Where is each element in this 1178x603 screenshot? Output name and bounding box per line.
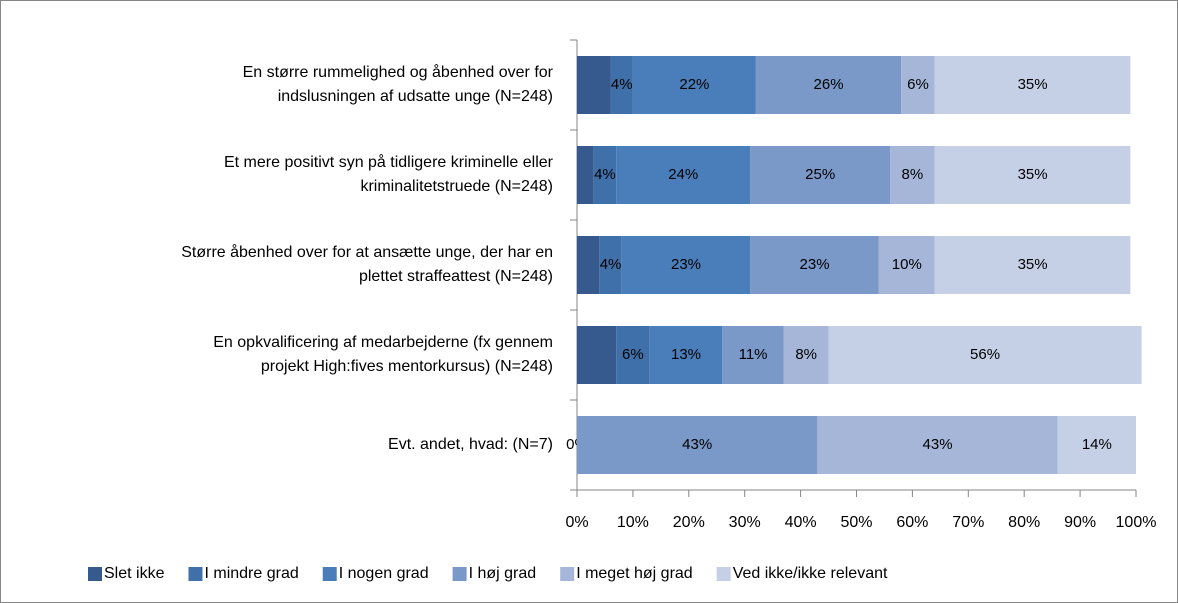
- x-tick-label: 60%: [896, 514, 928, 531]
- data-label: 10%: [892, 256, 922, 273]
- x-tick-label: 30%: [729, 514, 761, 531]
- category-label: Et mere positivt syn på tidligere krimin…: [224, 153, 554, 171]
- legend-label: Slet ikke: [104, 565, 165, 582]
- bar-segment: [783, 326, 829, 384]
- data-label: 11%: [739, 346, 768, 363]
- x-tick-label: 80%: [1008, 514, 1040, 531]
- legend-swatch: [452, 567, 467, 581]
- bar-segment: [828, 326, 1142, 384]
- bar-segment: [934, 56, 1131, 114]
- category-label: En opkvalificering af medarbejderne (fx …: [213, 334, 553, 351]
- x-tick-label: 40%: [785, 514, 817, 531]
- legend-swatch: [88, 567, 102, 581]
- legend-label: Ved ikke/ikke relevant: [733, 565, 888, 582]
- data-label: 25%: [805, 166, 835, 183]
- data-label: 35%: [1018, 76, 1048, 93]
- legend-swatch: [716, 567, 731, 581]
- x-tick-label: 20%: [673, 514, 705, 531]
- data-label: 24%: [668, 166, 698, 183]
- data-label: 35%: [1018, 256, 1048, 273]
- bar-segment: [577, 236, 600, 294]
- data-label: 13%: [671, 346, 701, 363]
- bar-segment: [577, 416, 818, 474]
- bar-segment: [878, 236, 935, 294]
- bar-segment: [901, 56, 935, 114]
- legend-label: I mindre grad: [204, 565, 298, 582]
- bar-segment: [934, 236, 1131, 294]
- category-label: plettet straffeattest (N=248): [359, 268, 553, 285]
- data-label: 23%: [800, 256, 830, 273]
- bar-segment: [610, 56, 633, 114]
- bar-segment: [621, 236, 751, 294]
- data-label: 56%: [970, 346, 1000, 363]
- bar-segment: [755, 56, 902, 114]
- data-label: 22%: [679, 76, 709, 93]
- legend-swatch: [188, 567, 203, 581]
- x-tick-label: 90%: [1064, 514, 1096, 531]
- legend-swatch: [322, 567, 337, 581]
- bar-segment: [577, 56, 611, 114]
- legend-label: I høj grad: [469, 565, 537, 582]
- bar-segment: [750, 146, 891, 204]
- category-label: kriminalitetstruede (N=248): [360, 178, 553, 195]
- legend-label: I meget høj grad: [576, 565, 693, 582]
- data-label: 43%: [682, 436, 712, 453]
- bar-segment: [890, 146, 935, 204]
- bar-segment: [1057, 416, 1136, 474]
- x-tick-label: 10%: [617, 514, 649, 531]
- bar-segment: [934, 146, 1131, 204]
- data-label: 4%: [600, 256, 622, 273]
- data-label: 8%: [795, 346, 817, 363]
- legend-label: I nogen grad: [339, 565, 429, 582]
- x-tick-label: 100%: [1116, 514, 1157, 531]
- x-tick-label: 50%: [840, 514, 872, 531]
- x-tick-label: 70%: [952, 514, 984, 531]
- data-label: 26%: [814, 76, 844, 93]
- bar-segment: [722, 326, 784, 384]
- category-label: Større åbenhed over for at ansætte unge,…: [181, 243, 553, 261]
- data-label: 14%: [1082, 436, 1112, 453]
- data-label: 8%: [902, 166, 924, 183]
- bar-segment: [593, 146, 617, 204]
- data-label: 43%: [923, 436, 953, 453]
- bar-segment: [577, 326, 617, 384]
- data-label: 6%: [622, 346, 644, 363]
- data-label: 6%: [907, 76, 929, 93]
- bar-segment: [817, 416, 1058, 474]
- category-label: projekt High:fives mentorkursus) (N=248): [261, 358, 553, 375]
- bar-segment: [577, 146, 594, 204]
- x-tick-label: 0%: [565, 514, 588, 531]
- bar-segment: [632, 56, 756, 114]
- category-label: indslusningen af udsatte unge (N=248): [278, 88, 553, 105]
- data-label: 23%: [671, 256, 701, 273]
- bar-segment: [616, 326, 650, 384]
- bar-segment: [649, 326, 723, 384]
- bar-segment: [616, 146, 751, 204]
- bar-segment: [599, 236, 622, 294]
- category-label: Evt. andet, hvad: (N=7): [388, 436, 553, 453]
- data-label: 35%: [1018, 166, 1048, 183]
- data-label: 4%: [594, 166, 616, 183]
- bar-segment: [750, 236, 879, 294]
- category-label: En større rummelighed og åbenhed over fo…: [243, 63, 554, 81]
- legend-swatch: [560, 567, 575, 581]
- data-label: 4%: [611, 76, 633, 93]
